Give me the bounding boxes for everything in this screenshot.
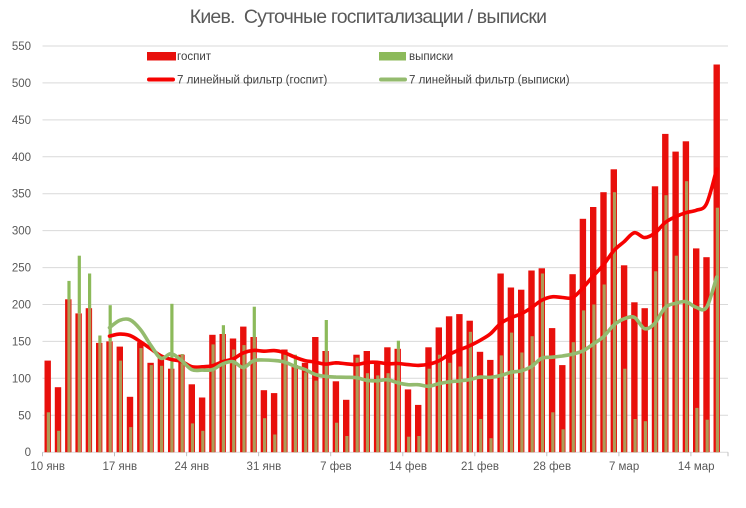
svg-text:500: 500	[12, 78, 31, 90]
svg-text:выписки: выписки	[409, 51, 453, 63]
svg-text:400: 400	[12, 152, 31, 164]
svg-text:350: 350	[12, 189, 31, 201]
svg-text:Киев. Суточные госпитализации: Киев. Суточные госпитализации / выписки	[190, 6, 546, 28]
svg-text:10 янв: 10 янв	[30, 461, 65, 473]
svg-text:28 фев: 28 фев	[533, 461, 571, 473]
svg-text:21 фев: 21 фев	[461, 461, 499, 473]
svg-text:0: 0	[25, 447, 31, 459]
svg-text:7 фев: 7 фев	[320, 461, 352, 473]
svg-text:250: 250	[12, 263, 31, 275]
svg-text:14 мар: 14 мар	[678, 461, 715, 473]
svg-text:50: 50	[18, 410, 31, 422]
svg-text:300: 300	[12, 226, 31, 238]
svg-text:31 янв: 31 янв	[247, 461, 282, 473]
svg-text:100: 100	[12, 373, 31, 385]
svg-text:17 янв: 17 янв	[102, 461, 137, 473]
svg-text:150: 150	[12, 336, 31, 348]
svg-text:7 линейный фильтр (выписки): 7 линейный фильтр (выписки)	[409, 75, 570, 87]
svg-text:550: 550	[12, 41, 31, 53]
svg-text:450: 450	[12, 115, 31, 127]
svg-text:7 мар: 7 мар	[609, 461, 639, 473]
svg-text:200: 200	[12, 300, 31, 312]
svg-text:14 фев: 14 фев	[389, 461, 427, 473]
svg-text:24 янв: 24 янв	[174, 461, 209, 473]
svg-text:госпит: госпит	[177, 51, 212, 63]
svg-text:7 линейный фильтр (госпит): 7 линейный фильтр (госпит)	[177, 75, 328, 87]
